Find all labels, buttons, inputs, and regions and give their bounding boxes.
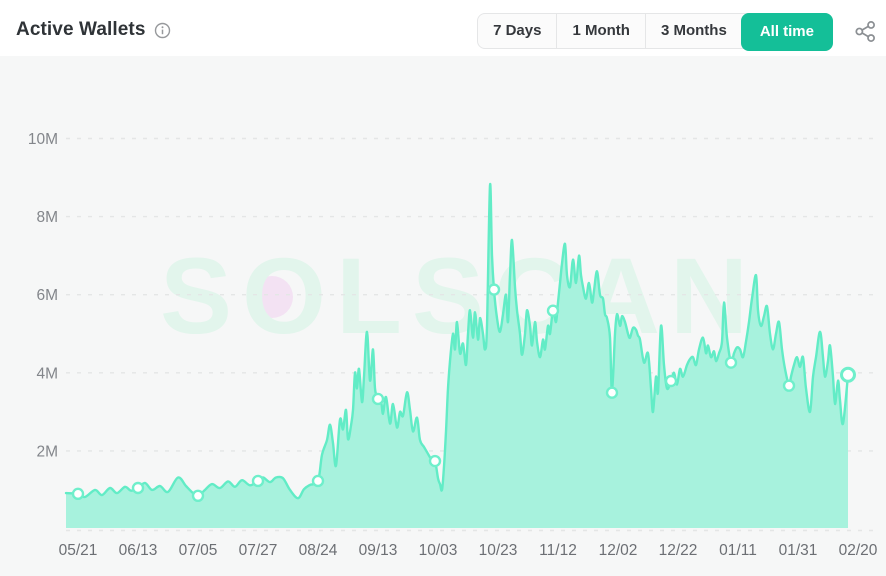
series-marker[interactable] (487, 283, 501, 296)
x-tick-label: 09/13 (359, 542, 398, 559)
series-marker[interactable] (428, 454, 442, 468)
page-title: Active Wallets (16, 19, 146, 40)
series-marker[interactable] (251, 474, 265, 488)
range-button-all-time[interactable]: All time (740, 13, 833, 51)
x-tick-label: 07/05 (179, 542, 218, 559)
x-tick-label: 10/03 (419, 542, 458, 559)
series-endpoint-marker[interactable] (840, 366, 856, 383)
share-button[interactable] (854, 20, 877, 43)
range-button-1-month[interactable]: 1 Month (556, 14, 645, 48)
range-button-3-months[interactable]: 3 Months (644, 14, 742, 48)
series-marker[interactable] (724, 356, 738, 369)
x-tick-label: 01/31 (779, 542, 818, 559)
x-tick-label: 02/20 (839, 542, 878, 559)
series-marker[interactable] (546, 304, 560, 317)
x-tick-label: 11/12 (539, 542, 577, 559)
y-tick-label: 6M (36, 287, 58, 304)
y-tick-label: 4M (36, 365, 58, 382)
range-button-7-days[interactable]: 7 Days (478, 14, 556, 48)
series-marker[interactable] (131, 481, 145, 495)
series-marker[interactable] (664, 374, 678, 388)
x-tick-label: 08/24 (299, 542, 338, 559)
area-series-line (64, 182, 850, 500)
series-marker[interactable] (605, 386, 619, 399)
watermark-logo-dot (251, 276, 293, 318)
x-tick-label: 12/22 (659, 542, 698, 559)
time-range-selector: 7 Days 1 Month 3 Months All time (477, 13, 833, 51)
info-circle-icon[interactable] (154, 22, 171, 39)
series-marker[interactable] (191, 489, 205, 503)
chart-controls: 7 Days 1 Month 3 Months All time (477, 13, 877, 51)
x-tick-label: 01/11 (719, 542, 757, 559)
x-tick-label: 05/21 (59, 542, 98, 559)
series-marker[interactable] (311, 474, 325, 488)
series-marker[interactable] (371, 392, 385, 406)
x-tick-label: 06/13 (119, 542, 158, 559)
y-tick-label: 8M (36, 209, 58, 226)
x-tick-label: 10/23 (479, 542, 518, 559)
series-marker[interactable] (782, 379, 796, 392)
y-tick-label: 2M (36, 443, 58, 460)
x-tick-label: 07/27 (239, 542, 278, 559)
page-title-row: Active Wallets (16, 19, 171, 41)
share-nodes-icon (855, 20, 875, 42)
area-series-fill[interactable] (66, 183, 848, 528)
series-marker[interactable] (71, 487, 85, 501)
y-tick-label: 10M (28, 131, 58, 148)
x-tick-label: 12/02 (599, 542, 638, 559)
